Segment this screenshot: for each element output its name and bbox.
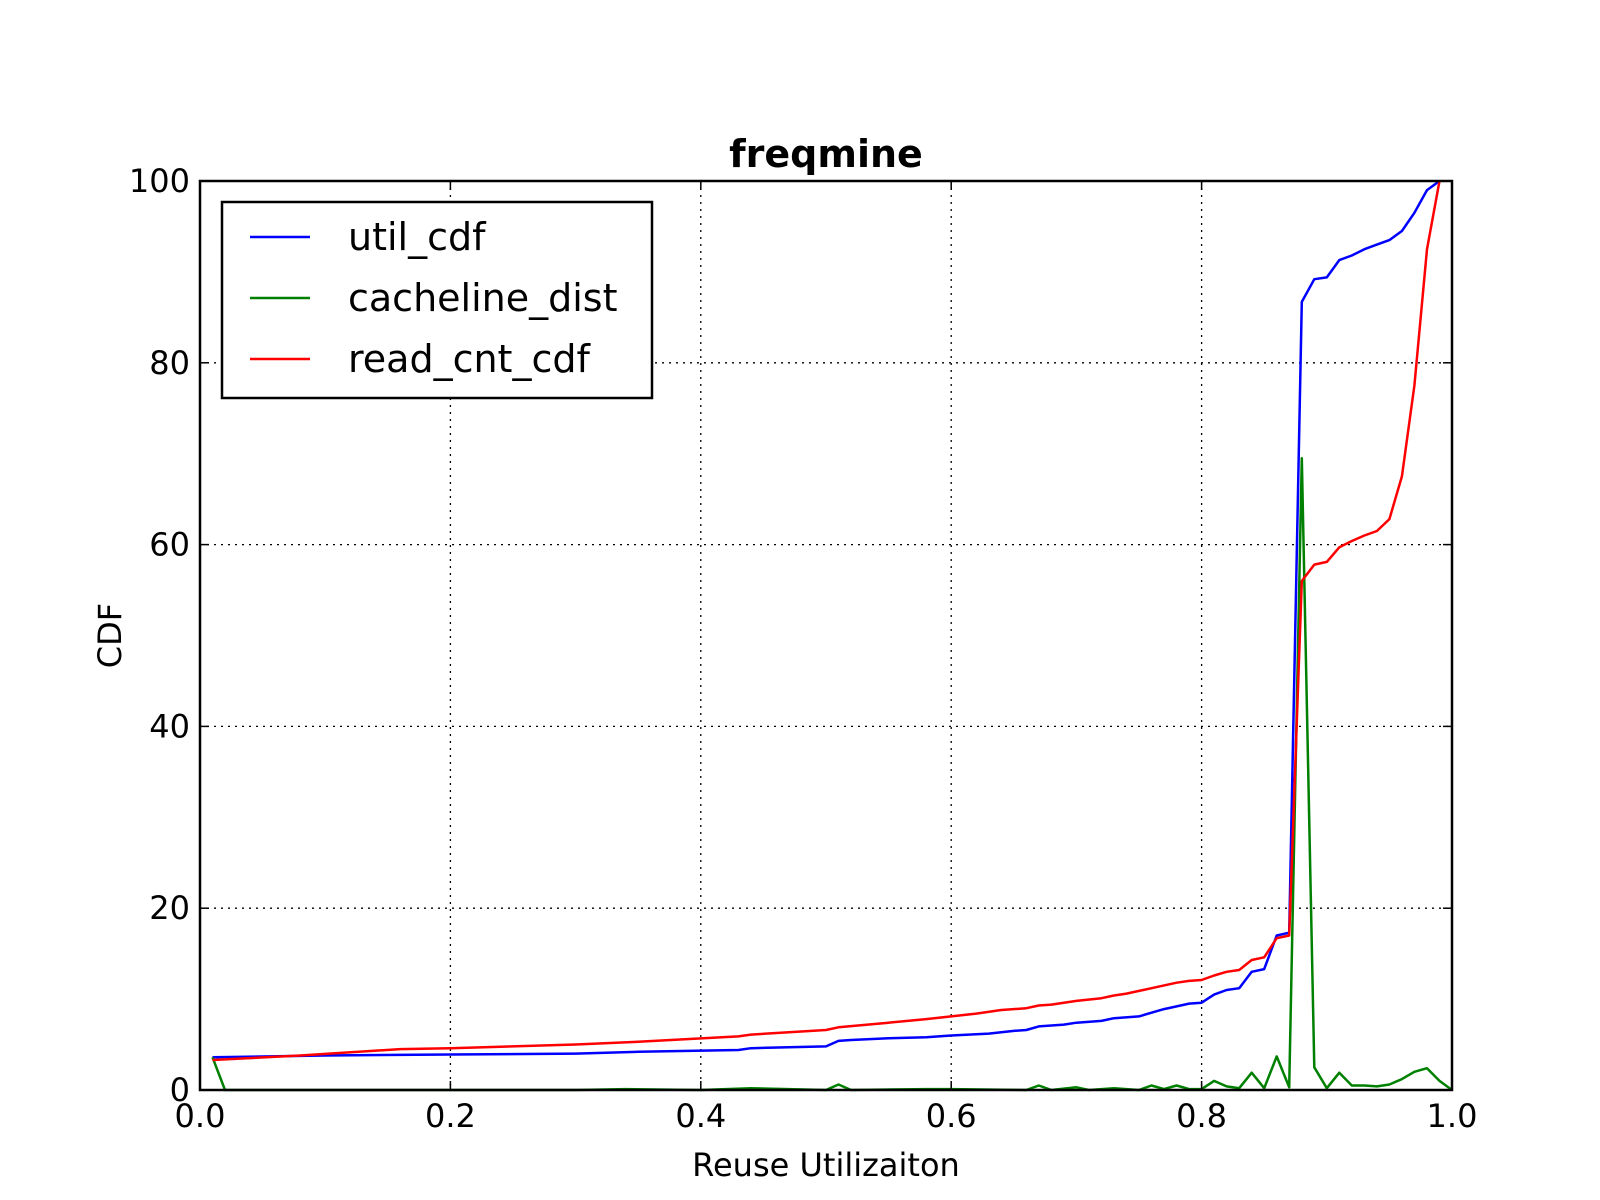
y-tick-label: 40 xyxy=(149,707,190,745)
grid xyxy=(200,181,1452,1090)
x-tick-label: 0.8 xyxy=(1176,1097,1227,1135)
legend-label: util_cdf xyxy=(348,215,487,259)
y-axis-label: CDF xyxy=(91,603,129,668)
y-tick-label: 100 xyxy=(129,162,190,200)
legend-label: read_cnt_cdf xyxy=(348,337,591,381)
x-tick-label: 0.0 xyxy=(175,1097,226,1135)
plot-frame xyxy=(198,179,1454,1092)
y-tick-label: 20 xyxy=(149,889,190,927)
y-tick-label: 0 xyxy=(170,1071,190,1109)
x-tick-label: 0.4 xyxy=(675,1097,726,1135)
y-tick-label: 60 xyxy=(149,526,190,564)
legend-box xyxy=(220,200,654,400)
axis-ticks: 0.0 0.2 0.4 0.6 0.8 1.0 0 20 40 60 80 100 xyxy=(129,162,1478,1135)
legend-label: cacheline_dist xyxy=(348,276,618,320)
x-axis-label: Reuse Utilizaiton xyxy=(692,1146,960,1184)
y-tick-label: 80 xyxy=(149,344,190,382)
chart-title: freqmine xyxy=(729,132,923,176)
x-tick-label: 0.2 xyxy=(425,1097,476,1135)
series-line-util-cdf xyxy=(212,179,1441,1059)
series-line-read-cnt-cdf xyxy=(212,180,1441,1062)
legend: util_cdf cacheline_dist read_cnt_cdf xyxy=(220,200,654,400)
series-line-cacheline-dist xyxy=(211,456,1453,1092)
x-tick-label: 1.0 xyxy=(1427,1097,1478,1135)
x-tick-label: 0.6 xyxy=(926,1097,977,1135)
